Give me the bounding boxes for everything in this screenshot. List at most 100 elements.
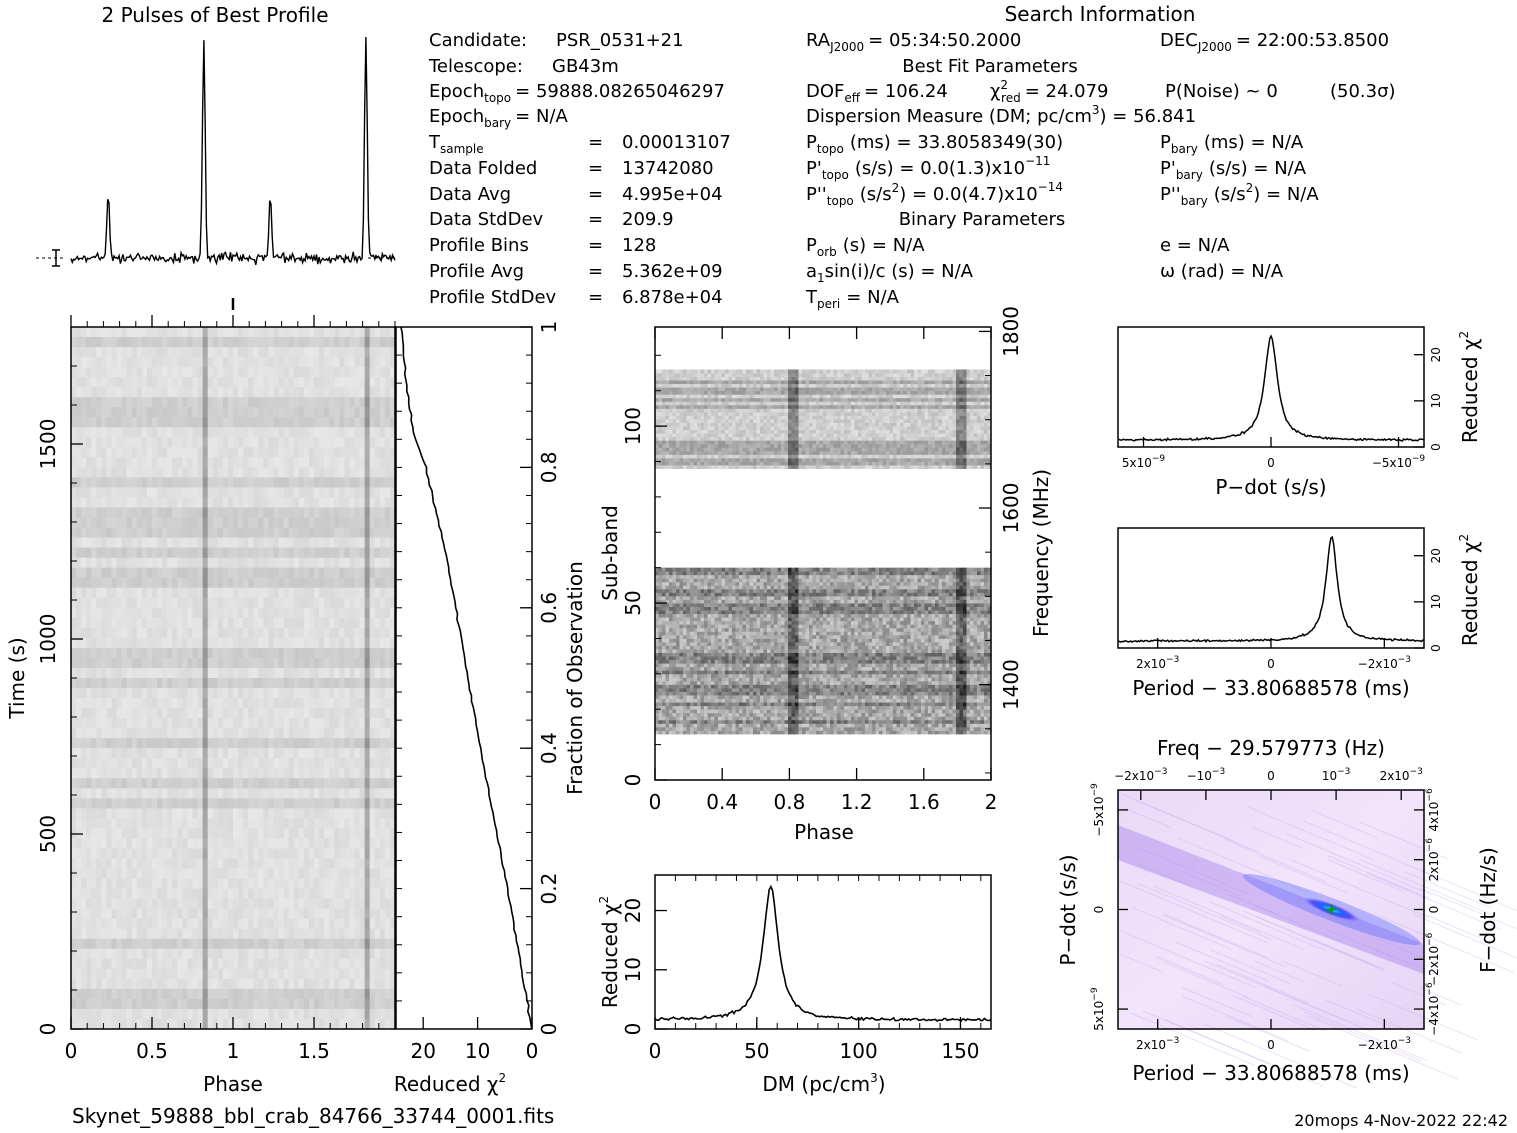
heatmap-cell [308, 678, 315, 689]
heatmap-cell [96, 467, 102, 478]
heatmap-cell [334, 688, 340, 699]
heatmap-cell [324, 898, 330, 910]
heatmap-cell [192, 768, 198, 779]
heatmap-cell [278, 948, 285, 960]
heatmap-cell [192, 487, 198, 498]
heatmap-cell [669, 719, 673, 724]
heatmap-cell [253, 908, 259, 920]
heatmap-cell [116, 928, 123, 940]
heatmap-cell [258, 417, 264, 428]
heatmap-cell [293, 547, 300, 559]
heatmap-cell [364, 888, 371, 900]
heatmap-cell [374, 407, 381, 418]
heatmap-cell [202, 748, 209, 759]
heatmap-cell [278, 868, 285, 879]
heatmap-cell [945, 726, 950, 731]
heatmap-cell [131, 978, 138, 990]
heatmap-cell [91, 878, 97, 889]
heatmap-cell [187, 758, 193, 769]
heatmap-cell [374, 607, 381, 619]
heatmap-cell [106, 1018, 112, 1030]
heatmap-cell [177, 667, 183, 679]
heatmap-cell [192, 708, 198, 719]
heatmap-cell [339, 748, 345, 759]
heatmap-cell [303, 778, 310, 789]
heatmap-cell [141, 798, 148, 809]
heatmap-cell [116, 337, 123, 348]
heatmap-cell [369, 698, 376, 709]
heatmap-cell [146, 708, 153, 719]
heatmap-cell [303, 597, 310, 609]
heatmap-cell [369, 497, 376, 508]
heatmap-cell [725, 726, 729, 731]
heatmap-cell [187, 497, 193, 508]
heatmap-cell [106, 417, 112, 428]
heatmap-cell [202, 347, 209, 358]
heatmap-cell [303, 567, 310, 579]
heatmap-cell [283, 848, 290, 859]
heatmap-cell [802, 723, 806, 728]
heatmap-cell [293, 407, 300, 418]
heatmap-cell [263, 918, 269, 930]
heatmap-cell [141, 888, 148, 900]
heatmap-cell [227, 607, 234, 619]
heatmap-cell [334, 337, 340, 348]
heatmap-cell [131, 597, 138, 609]
heatmap-cell [217, 327, 224, 338]
heatmap-cell [339, 918, 345, 930]
heatmap-cell [288, 597, 295, 609]
heatmap-cell [238, 487, 244, 498]
heatmap-cell [795, 726, 799, 731]
heatmap-cell [116, 968, 123, 980]
heatmap-cell [364, 457, 371, 468]
heatmap-cell [212, 537, 219, 549]
heatmap-cell [76, 387, 82, 398]
heatmap-cell [359, 698, 366, 709]
heatmap-cell [324, 878, 330, 889]
heatmap-cell [238, 788, 244, 799]
heatmap-cell [354, 487, 360, 498]
profile-bins-label: Profile Bins [429, 235, 529, 256]
heatmap-cell [288, 828, 295, 839]
heatmap-cell [339, 998, 345, 1010]
heatmap-cell [384, 637, 391, 649]
data-folded-label: Data Folded [429, 158, 537, 179]
heatmap-cell [263, 838, 269, 849]
heatmap-cell [690, 730, 694, 735]
heatmap-cell [293, 597, 300, 609]
heatmap-cell [131, 487, 138, 498]
heatmap-cell [655, 730, 659, 735]
heatmap-cell [81, 888, 87, 900]
heatmap-cell [182, 397, 188, 408]
heatmap-cell [369, 347, 376, 358]
heatmap-cell [243, 828, 249, 839]
heatmap-cell [283, 718, 290, 729]
heatmap-cell [384, 818, 391, 829]
heatmap-cell [374, 417, 381, 428]
heatmap-cell [686, 723, 691, 728]
heatmap-cell [324, 457, 330, 468]
heatmap-cell [278, 888, 285, 900]
heatmap-cell [364, 477, 371, 488]
heatmap-cell [182, 788, 188, 799]
heatmap-cell [106, 888, 112, 900]
heatmap-cell [854, 723, 859, 728]
heatmap-cell [106, 537, 112, 549]
heatmap-cell [298, 798, 305, 809]
heatmap-cell [177, 657, 183, 669]
heatmap-cell [369, 667, 376, 679]
heatmap-cell [389, 657, 396, 669]
heatmap-cell [101, 898, 107, 910]
heatmap-cell [187, 968, 193, 980]
heatmap-cell [233, 397, 239, 408]
heatmap-cell [96, 768, 102, 779]
heatmap-cell [172, 607, 178, 619]
heatmap-cell [369, 427, 376, 438]
heatmap-cell [162, 367, 168, 378]
heatmap-cell [253, 527, 259, 538]
heatmap-cell [157, 397, 163, 408]
heatmap-cell [152, 327, 158, 338]
heatmap-cell [126, 407, 133, 418]
heatmap-cell [258, 858, 264, 869]
heatmap-cell [344, 948, 350, 960]
